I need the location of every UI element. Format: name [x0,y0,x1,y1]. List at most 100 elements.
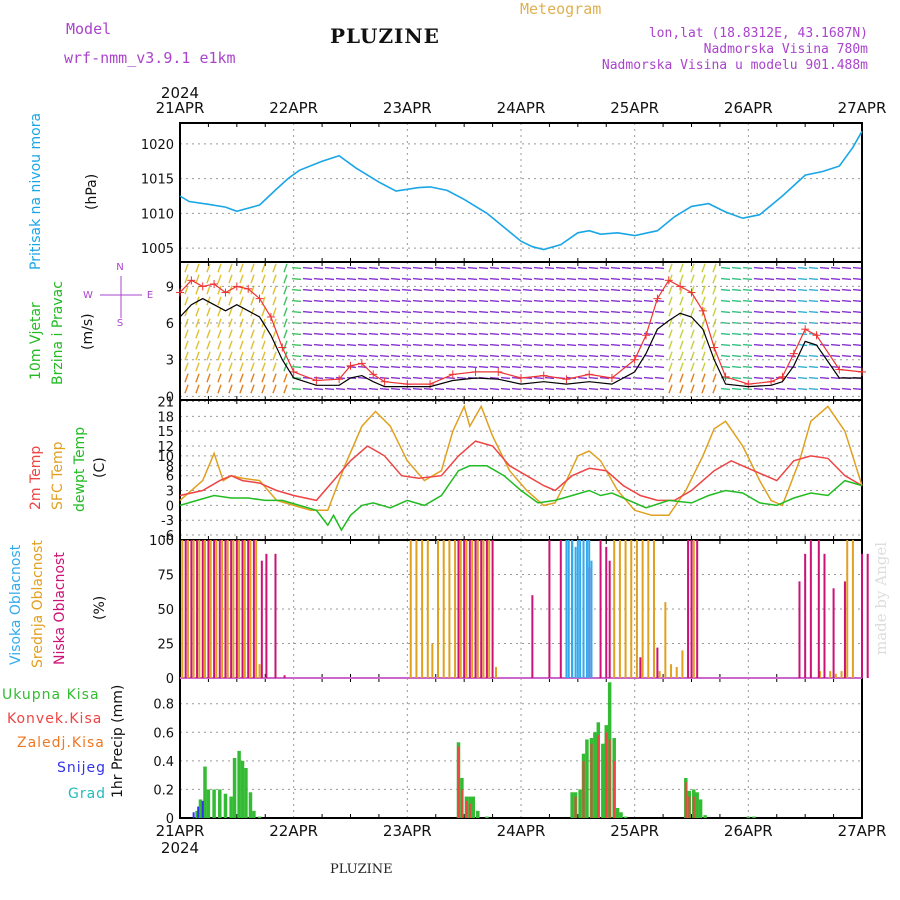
wind-arrow [712,285,717,295]
wind-arrow [679,274,684,284]
wind-arrow [250,307,255,317]
wind-arrow [261,362,266,372]
wind-arrow [445,266,456,270]
wind-arrow [206,340,211,350]
year-label-bottom: 2024 [161,839,199,857]
wind-arrow [786,266,797,270]
wind-arrow [423,365,434,369]
wind-arrow [668,285,673,295]
wind-arrow [712,263,717,273]
total-rain-bar [244,768,248,818]
low-cloud-bar [224,540,227,678]
wind-arrow [456,266,467,270]
wind-arrow [852,277,863,281]
wind-arrow [668,384,673,394]
wind-arrow [500,376,511,380]
y-tick-label: 100 [149,534,174,549]
low-cloud-bar [265,553,268,678]
mid-cloud-bar [221,540,224,678]
wind-arrow [195,274,200,284]
wind-arrow [731,310,742,314]
wind-arrow [261,351,266,361]
wind-arrow [566,299,577,303]
low-cloud-bar [491,540,494,678]
low-cloud-bar [866,553,869,678]
wind-arrow [324,321,335,325]
wind-arrow [621,277,632,281]
wind-arrow [379,299,390,303]
total-rain-bar [623,816,628,818]
mid-cloud-bar [641,540,644,678]
wind-arrow [478,343,489,347]
wind-arrow [456,288,467,292]
wind-arrow [335,310,346,314]
wind-arrow [720,321,731,325]
sfc-temp-line [179,404,863,517]
wind-arrow [206,307,211,317]
wind-arrow [302,354,313,358]
mid-cloud-bar [652,540,655,678]
wind-arrow [830,332,841,336]
mid-cloud-bar [613,540,616,678]
wind-arrow [764,365,775,369]
wind-arrow [764,277,775,281]
wind-arrow [764,299,775,303]
wind-arrow [272,318,277,328]
wind-arrow [412,354,423,358]
high-cloud-bar [590,560,593,678]
wind-arrow [742,332,753,336]
wind-arrow [346,299,357,303]
wind-arrow [434,310,445,314]
wind-arrow [401,288,412,292]
wind-arrow [511,343,522,347]
wind-arrow [313,387,324,391]
wind-arrow [272,296,277,306]
wind-arrow [852,310,863,314]
wind-arrow [654,376,665,380]
wind-arrow [412,277,423,281]
wind-arrow [775,310,786,314]
wind-arrow [533,310,544,314]
wind-arrow [368,332,379,336]
wind-arrow [621,266,632,270]
wind-arrow [401,387,412,391]
wind-arrow [357,354,368,358]
mid-cloud-bar [243,540,246,678]
wind-arrow [195,307,200,317]
total-rain-bar [593,732,597,818]
wind-arrow [720,266,731,270]
x-tick-label-top: 26APR [724,99,773,117]
wind-arrow [654,310,665,314]
low-cloud-bar [201,540,204,678]
wind-arrow [239,296,244,306]
wind-arrow [217,351,222,361]
wind-arrow [217,285,222,295]
mid-cloud-bar [198,540,201,678]
wind-arrow [731,387,742,391]
wind-arrow [489,266,500,270]
x-tick-label-bottom: 21APR [156,822,205,840]
wind-arrow [808,288,819,292]
convective-rain-bar [605,732,608,818]
snow-bar [197,806,200,818]
model-name: wrf-nmm_v3.9.1 e1km [64,49,236,67]
wind-arrow [500,365,511,369]
wind-arrow [775,365,786,369]
legend-convective-rain: Konvek.Kisa [7,711,103,727]
wind-arrow [753,266,764,270]
wind-arrow [511,354,522,358]
wind-arrow [239,274,244,284]
wind-arrow [819,277,830,281]
wind-arrow [841,299,852,303]
wind-arrow [764,343,775,347]
wind-arrow [731,288,742,292]
wind-arrow [467,365,478,369]
wind-arrow [668,307,673,317]
mid-cloud-bar [818,671,821,678]
x-tick-label-top: 27APR [838,99,887,117]
wind-arrow [786,277,797,281]
wind-arrow [599,310,610,314]
low-cloud-bar [235,540,238,678]
panel-frame [179,399,863,541]
wind-arrow [412,376,423,380]
